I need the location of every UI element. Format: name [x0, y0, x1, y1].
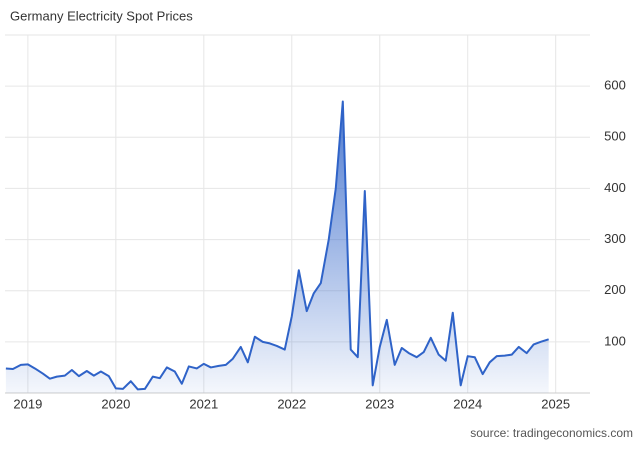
x-tick-label: 2022 [277, 396, 306, 411]
y-tick-label: 200 [604, 282, 626, 297]
x-tick-label: 2023 [365, 396, 394, 411]
y-tick-label: 100 [604, 333, 626, 348]
y-tick-label: 500 [604, 129, 626, 144]
y-tick-label: 300 [604, 231, 626, 246]
chart-title: Germany Electricity Spot Prices [10, 8, 193, 23]
area [5, 101, 549, 393]
line [5, 100, 549, 391]
x-tick-label: 2021 [189, 396, 218, 411]
y-tick-label: 400 [604, 180, 626, 195]
x-tick-label: 2024 [453, 396, 482, 411]
x-tick-label: 2025 [541, 396, 570, 411]
y-tick-label: 600 [604, 78, 626, 93]
x-tick-label: 2019 [13, 396, 42, 411]
source: source: tradingeconomics.com [470, 426, 633, 440]
x-tick-label: 2020 [101, 396, 130, 411]
